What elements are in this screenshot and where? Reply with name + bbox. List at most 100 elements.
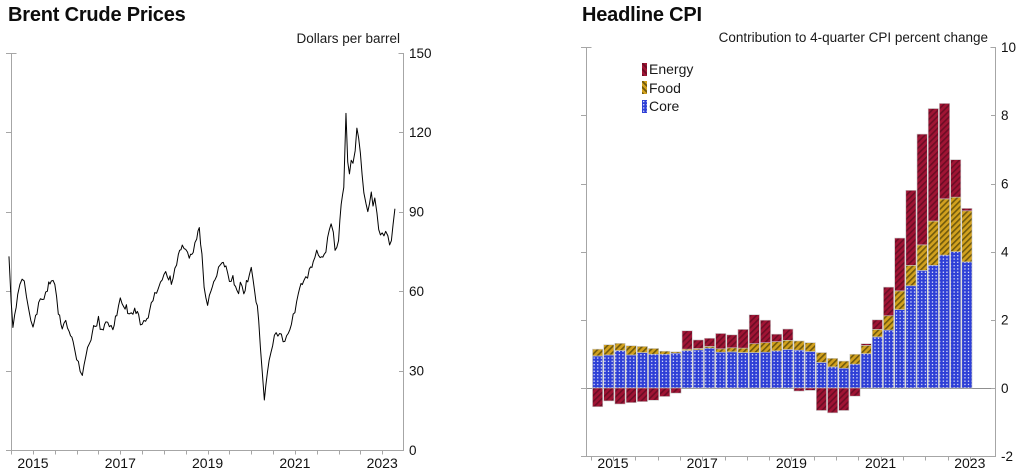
cpi-bar-core-2022Q1 bbox=[927, 265, 939, 389]
legend-label-energy: Energy bbox=[649, 61, 694, 77]
cpi-bar-core-2019Q1 bbox=[793, 349, 805, 389]
cpi-bar-energy-2021Q4 bbox=[916, 133, 928, 246]
cpi-bar-core-2015Q1 bbox=[614, 350, 626, 389]
cpi-bar-energy-2022Q2 bbox=[939, 103, 950, 200]
brent-x-tick-label: 2017 bbox=[105, 455, 136, 471]
cpi-bar-core-2017Q3 bbox=[726, 351, 738, 389]
cpi-bar-food-2017Q3 bbox=[726, 347, 738, 353]
cpi-bar-food-2019Q4 bbox=[827, 358, 839, 368]
brent-x-tick-label: 2023 bbox=[367, 455, 398, 471]
cpi-bar-food-2015Q3 bbox=[636, 346, 648, 353]
cpi-bar-core-2015Q4 bbox=[648, 353, 659, 389]
cpi-bar-food-2019Q2 bbox=[804, 342, 816, 352]
cpi-bar-core-2018Q2 bbox=[760, 351, 771, 389]
cpi-bar-energy-2021Q3 bbox=[905, 190, 917, 266]
cpi-bar-food-2015Q1 bbox=[614, 343, 626, 351]
cpi-y-tick-label: 10 bbox=[1001, 40, 1016, 55]
cpi-bar-food-2021Q1 bbox=[883, 315, 894, 331]
cpi-y-tick-label: 6 bbox=[1001, 176, 1009, 191]
cpi-legend: Energy Food Core bbox=[642, 62, 693, 113]
cpi-bar-food-2020Q2 bbox=[849, 353, 861, 365]
cpi-bar-food-2019Q3 bbox=[815, 352, 827, 363]
legend-item-food: Food bbox=[642, 81, 693, 95]
cpi-bar-core-2022Q2 bbox=[939, 254, 950, 389]
cpi-x-tick-label: 2023 bbox=[954, 455, 985, 471]
cpi-bar-core-2020Q4 bbox=[871, 336, 883, 389]
cpi-bar-food-2019Q1 bbox=[793, 340, 805, 351]
brent-plot-area: 0 30 60 90 120 150 2015 2017 2019 2021 2023 bbox=[6, 46, 432, 471]
cpi-bar-food-2015Q2 bbox=[625, 345, 637, 356]
cpi-bar-core-2017Q4 bbox=[737, 352, 749, 389]
cpi-bar-food-2021Q4 bbox=[916, 244, 928, 271]
cpi-x-tick-label: 2017 bbox=[687, 455, 718, 471]
legend-label-food: Food bbox=[649, 79, 681, 96]
cpi-bar-energy-2020Q2 bbox=[849, 387, 861, 397]
cpi-bar-energy-2016Q2 bbox=[670, 387, 682, 394]
legend-item-energy: Energy bbox=[642, 62, 693, 76]
cpi-bar-food-2015Q4 bbox=[648, 348, 659, 355]
brent-x-tick-label: 2015 bbox=[17, 455, 48, 471]
cpi-bar-energy-2015Q4 bbox=[648, 387, 659, 401]
cpi-bar-energy-2018Q1 bbox=[748, 314, 760, 345]
cpi-bar-food-2020Q4 bbox=[871, 329, 883, 338]
cpi-bar-energy-2015Q1 bbox=[614, 387, 626, 405]
cpi-bar-food-2014Q4 bbox=[603, 344, 615, 356]
cpi-bar-core-2015Q2 bbox=[625, 354, 637, 389]
brent-x-tick-label: 2021 bbox=[279, 455, 310, 471]
cpi-bar-core-2019Q3 bbox=[815, 362, 827, 389]
cpi-bar-core-2022Q3 bbox=[950, 251, 962, 389]
cpi-bar-energy-2017Q3 bbox=[726, 334, 738, 349]
brent-y-tick-label: 120 bbox=[409, 125, 432, 140]
cpi-bar-core-2014Q4 bbox=[603, 354, 615, 389]
cpi-bar-energy-2022Q3 bbox=[950, 159, 962, 198]
cpi-bar-core-2020Q2 bbox=[849, 363, 861, 389]
cpi-bar-core-2017Q1 bbox=[704, 347, 715, 389]
cpi-bar-energy-2018Q4 bbox=[782, 328, 794, 341]
cpi-bar-energy-2022Q4 bbox=[961, 208, 973, 212]
cpi-y-ticks bbox=[581, 47, 995, 457]
cpi-bar-core-2020Q3 bbox=[860, 353, 872, 389]
cpi-x-tick-label: 2015 bbox=[597, 455, 628, 471]
cpi-bar-food-2018Q1 bbox=[748, 343, 760, 353]
cpi-bar-energy-2019Q1 bbox=[793, 387, 805, 392]
brent-axes bbox=[11, 53, 404, 451]
cpi-bar-core-2021Q3 bbox=[905, 285, 917, 389]
cpi-bar-core-2021Q4 bbox=[916, 270, 928, 389]
cpi-bar-core-2018Q4 bbox=[782, 349, 794, 389]
cpi-bar-food-2022Q1 bbox=[927, 220, 939, 266]
brent-chart-title: Brent Crude Prices bbox=[8, 4, 186, 26]
cpi-bar-core-2021Q1 bbox=[883, 329, 894, 389]
cpi-x-tick-label: 2019 bbox=[776, 455, 807, 471]
cpi-bar-core-2022Q4 bbox=[961, 261, 973, 389]
brent-chart-panel: Brent Crude Prices Dollars per barrel 0 3… bbox=[0, 0, 470, 475]
cpi-plot-area: -2 0 2 4 6 8 10 2015 2017 2019 2021 2023 bbox=[581, 40, 1016, 471]
legend-label-core: Core bbox=[649, 98, 680, 114]
brent-price-line bbox=[8, 112, 396, 401]
cpi-y-tick-label: 4 bbox=[1001, 244, 1009, 259]
cpi-bar-energy-2021Q2 bbox=[894, 237, 906, 292]
cpi-bar-energy-2019Q4 bbox=[827, 387, 839, 414]
cpi-chart-title: Headline CPI bbox=[582, 4, 702, 26]
brent-x-ticks bbox=[11, 450, 383, 455]
cpi-bar-core-2019Q2 bbox=[804, 351, 816, 389]
cpi-bar-food-2020Q3 bbox=[860, 345, 872, 354]
cpi-bar-food-2017Q2 bbox=[715, 348, 727, 353]
cpi-bar-food-2018Q4 bbox=[782, 339, 794, 350]
cpi-bar-food-2022Q3 bbox=[950, 196, 962, 252]
cpi-bar-food-2017Q4 bbox=[737, 347, 749, 353]
cpi-bar-energy-2019Q2 bbox=[804, 387, 816, 391]
brent-y-ticks bbox=[6, 53, 403, 451]
cpi-bar-energy-2016Q1 bbox=[659, 387, 671, 397]
cpi-y-tick-label: 2 bbox=[1001, 313, 1009, 328]
cpi-bar-energy-2017Q1 bbox=[704, 337, 715, 347]
cpi-bar-energy-2014Q3 bbox=[592, 387, 604, 408]
cpi-bar-food-2022Q2 bbox=[939, 198, 950, 256]
legend-item-core: Core bbox=[642, 99, 693, 113]
cpi-x-tick-label: 2021 bbox=[865, 455, 896, 471]
brent-unit-label: Dollars per barrel bbox=[296, 31, 400, 46]
cpi-bar-energy-2018Q3 bbox=[771, 333, 783, 342]
cpi-bar-core-2017Q2 bbox=[715, 351, 727, 389]
cpi-bar-energy-2016Q3 bbox=[681, 330, 693, 350]
cpi-chart-panel: Headline CPI Contribution to 4-quarter C… bbox=[560, 0, 1024, 475]
cpi-bar-energy-2021Q1 bbox=[883, 286, 894, 317]
